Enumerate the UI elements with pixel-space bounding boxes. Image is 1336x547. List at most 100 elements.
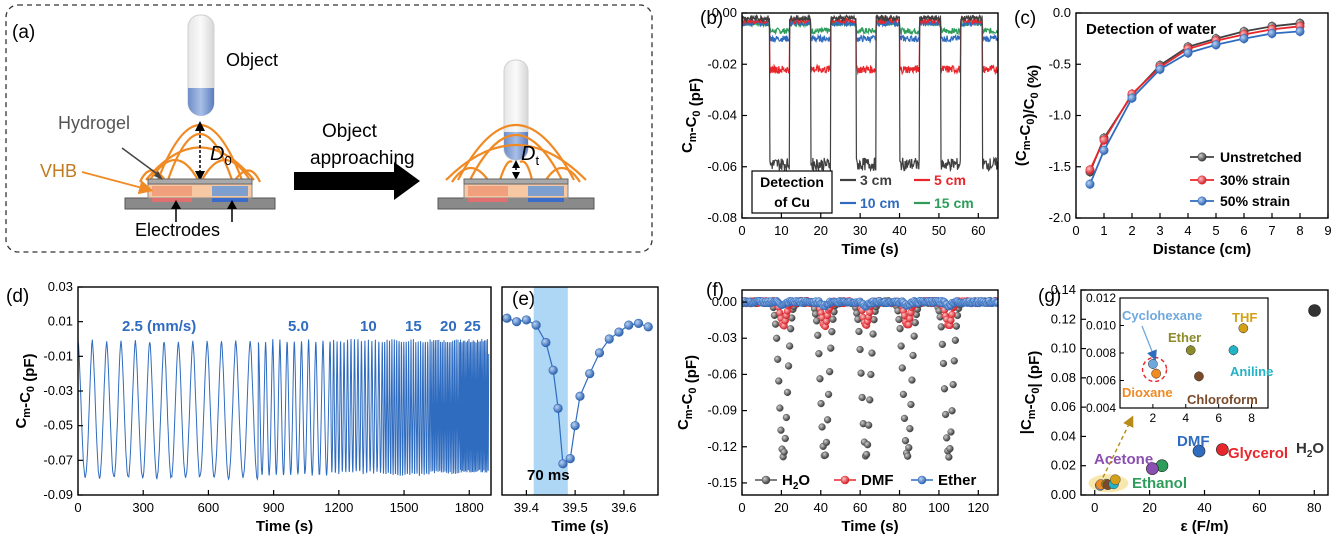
g-xtick-label: 0	[1091, 500, 1098, 515]
c-xlabel: Distance (cm)	[1153, 241, 1251, 258]
series-line-15cm	[742, 18, 998, 37]
e-point	[594, 348, 605, 358]
f-point-H2O	[952, 322, 961, 330]
f-point-H2O	[813, 317, 821, 325]
b-ytick-label: -0.04	[707, 108, 737, 123]
c-point	[1211, 40, 1221, 50]
b-xtick-label: 0	[738, 223, 745, 238]
g-main-point-THF	[1110, 474, 1121, 485]
g-inset-xtick-label: 4	[1182, 411, 1189, 425]
d0-label: D0	[210, 143, 232, 168]
e-point	[633, 318, 644, 329]
g-inset-label-Chloroform: Chloroform	[1187, 392, 1258, 407]
f-point-H2O	[939, 359, 948, 368]
f-point-H2O	[855, 327, 863, 336]
d-xtick-label: 300	[132, 500, 154, 515]
e-xtick-label: 39.6	[611, 500, 636, 515]
g-inset-label-Aniline: Aniline	[1230, 364, 1273, 379]
g-inset-cyclohexane-arrow	[1141, 325, 1157, 361]
e-point	[541, 337, 551, 348]
c-xtick-label: 2	[1128, 223, 1135, 238]
f-point-H2O	[782, 413, 791, 422]
d-ytick-label: -0.05	[43, 418, 73, 433]
f-point-H2O	[910, 332, 918, 340]
c-legend-label-0: Unstretched	[1220, 149, 1302, 165]
c-xtick-label: 5	[1212, 223, 1219, 238]
f-point-H2O	[784, 362, 793, 370]
f-ytick-label: -0.09	[707, 403, 737, 418]
f-point-H2O	[947, 428, 955, 436]
g-inset-point-Chloroform	[1194, 371, 1204, 382]
c-point	[1099, 135, 1109, 145]
legend-label-3: 15 cm	[934, 195, 974, 211]
panel-label-d: (d)	[6, 286, 29, 307]
g-ytick-label: 0.02	[1051, 458, 1076, 473]
g-inset-label-THF: THF	[1232, 310, 1257, 325]
g-ytick-label: 0.12	[1051, 311, 1076, 326]
chart-f-plot-area	[742, 296, 998, 461]
f-point-H2O	[783, 388, 792, 397]
g-inset-point-Dioxane	[1151, 368, 1162, 379]
chart-b: 0 10 20 30 40 50 60 -0.08 -0.06 -0.04 -0.02 0.00 Tim…	[679, 5, 999, 258]
e-annotation: 70 ms	[527, 467, 570, 484]
f-point-H2O	[950, 357, 958, 365]
dt-label: Dt	[521, 143, 539, 168]
f-point-H2O	[900, 414, 909, 423]
c-point	[1183, 48, 1193, 58]
f-legend-marker	[761, 475, 771, 485]
f-xlabel: Time (s)	[841, 518, 898, 535]
g-inset-point-Ether	[1185, 345, 1196, 356]
c-xtick-label: 0	[1072, 223, 1079, 238]
f-point-H2O	[906, 425, 914, 433]
b-xtick-label: 20	[814, 223, 828, 238]
g-ytick-label: 0.00	[1051, 487, 1076, 502]
f-point-H2O	[951, 336, 960, 344]
c-xtick-label: 4	[1184, 223, 1191, 238]
panel-label-f: (f)	[706, 280, 724, 301]
b-annotation-box	[751, 170, 833, 214]
d-xtick-label: 600	[198, 500, 220, 515]
f-point-H2O	[895, 315, 903, 324]
b-annotation-line2: of Cu	[774, 194, 810, 210]
f-point-DMF	[905, 321, 913, 329]
g-xtick-label: 20	[1142, 500, 1156, 515]
f-point-H2O	[905, 444, 913, 452]
g-point-Acetone	[1146, 462, 1159, 475]
f-point-DMF	[948, 310, 956, 319]
b-ytick-label: -0.08	[707, 210, 737, 225]
series-line-5cm	[742, 15, 998, 76]
c-point	[1085, 165, 1095, 175]
g-xtick-label: 40	[1197, 500, 1211, 515]
b-ytick-label: -0.02	[707, 56, 737, 71]
hydrogel-label: Hydrogel	[58, 113, 130, 133]
b-ylabel: Cm-C0 (pF)	[679, 78, 704, 153]
panel-a-schematic: (a) Object D0 Hydrogel VHB	[5, 4, 653, 253]
c-point	[1085, 179, 1095, 189]
d-xtick-label: 1200	[324, 500, 353, 515]
c-xtick-label: 7	[1268, 223, 1275, 238]
d-speed-label-0: 2.5 (mm/s)	[122, 318, 196, 335]
e-xtick-label: 39.5	[562, 500, 587, 515]
e-point	[512, 317, 522, 327]
g-ytick-label: 0.10	[1051, 341, 1076, 356]
b-xlabel: Time (s)	[841, 241, 898, 258]
f-point-H2O	[908, 376, 916, 384]
c-legend-marker	[1197, 175, 1207, 185]
f-ytick-label: -0.12	[707, 439, 737, 454]
f-ytick-label: -0.06	[707, 366, 737, 381]
chart-d: 0 300 600 900 1200 1500 1800 -0.09 -0.07 -0.05 -0.…	[13, 279, 492, 535]
c-ytick-label: -0.5	[1049, 56, 1071, 71]
f-ytick-label: 0.00	[712, 294, 737, 309]
f-point-H2O	[816, 375, 824, 383]
g-ytick-label: 0.04	[1051, 428, 1076, 443]
g-ytick-label: 0.08	[1051, 370, 1076, 385]
b-xtick-label: 60	[971, 223, 985, 238]
e-xlabel: Time (s)	[551, 518, 608, 535]
f-point-H2O	[869, 330, 877, 338]
panel-label-a: (a)	[12, 22, 35, 43]
c-ytick-label: -1.0	[1049, 108, 1071, 123]
chart-f: 0 20 40 60 80 100 120 -0.15 -0.12 -0.09 -0.06 -0.03…	[675, 289, 999, 535]
g-xtick-label: 60	[1252, 500, 1266, 515]
